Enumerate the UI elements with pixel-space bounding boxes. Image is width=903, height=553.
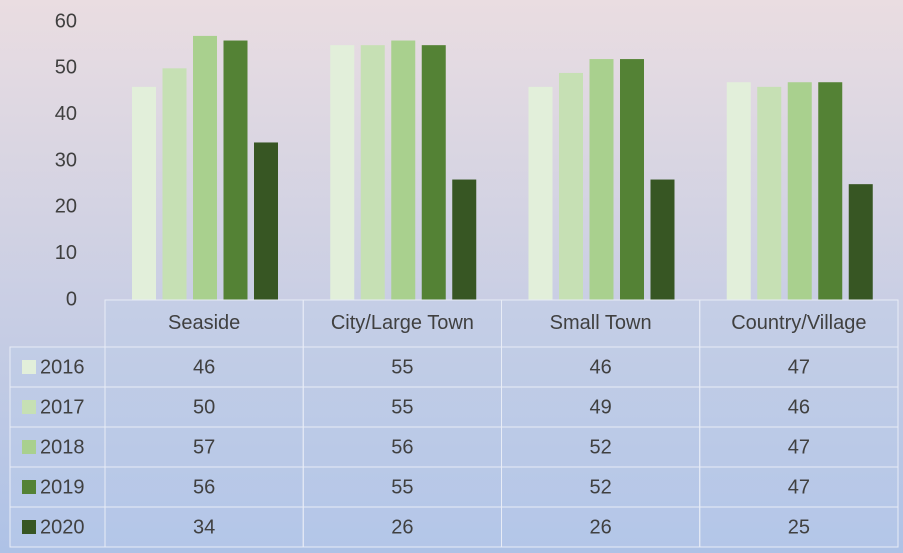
table-value: 52	[590, 476, 612, 498]
table-cell	[501, 426, 701, 468]
table-value: 52	[590, 436, 612, 458]
legend-key	[22, 520, 36, 534]
table-value: 26	[391, 516, 413, 538]
bar	[254, 142, 278, 300]
category-label: Country/Village	[731, 312, 866, 334]
table-cell	[501, 386, 701, 428]
table-cell	[302, 466, 502, 508]
table-value: 26	[590, 516, 612, 538]
y-tick-label: 30	[55, 149, 77, 171]
table-cell	[501, 346, 701, 388]
bar	[620, 59, 644, 300]
legend-label: 2020	[40, 516, 85, 538]
table-cell	[699, 346, 899, 388]
category-label: City/Large Town	[331, 312, 474, 334]
table-cell	[302, 346, 502, 388]
table-value: 46	[193, 356, 215, 378]
table-value: 25	[788, 516, 810, 538]
bar	[162, 68, 187, 300]
y-tick-label: 40	[55, 103, 77, 125]
table-header-cell	[302, 299, 502, 348]
bar	[223, 40, 248, 301]
table-header-cell	[501, 299, 701, 348]
bar	[818, 82, 843, 300]
bar	[559, 72, 583, 300]
bar	[589, 59, 614, 300]
legend-key	[22, 400, 36, 414]
legend-label: 2019	[40, 476, 85, 498]
legend-key	[22, 440, 36, 454]
table-cell	[699, 506, 899, 548]
table-value: 50	[193, 396, 215, 418]
bar	[757, 86, 782, 300]
category-label: Small Town	[550, 312, 652, 334]
y-tick-label: 50	[55, 57, 77, 79]
table-value: 55	[391, 356, 413, 378]
bar	[330, 45, 355, 300]
table-value: 56	[391, 436, 413, 458]
legend-label: 2017	[40, 396, 85, 418]
table-value: 47	[788, 436, 810, 458]
table-value: 56	[193, 476, 215, 498]
table-value: 47	[788, 356, 810, 378]
table-value: 55	[391, 476, 413, 498]
table-cell	[104, 506, 304, 548]
y-tick-label: 60	[55, 10, 77, 32]
table-cell	[699, 426, 899, 468]
bar	[452, 179, 477, 300]
table-cell	[501, 466, 701, 508]
y-tick-label: 20	[55, 196, 77, 218]
bar	[726, 82, 751, 300]
legend-key	[22, 480, 36, 494]
table-cell	[302, 426, 502, 468]
table-value: 55	[391, 396, 413, 418]
table-cell	[104, 426, 304, 468]
legend-key	[22, 360, 36, 374]
bar	[360, 45, 385, 300]
table-value: 46	[788, 396, 810, 418]
bar	[193, 35, 217, 301]
bar	[528, 86, 553, 300]
legend-label: 2018	[40, 436, 85, 458]
bar	[650, 179, 675, 300]
legend-label: 2016	[40, 356, 85, 378]
table-cell	[104, 466, 304, 508]
category-label: Seaside	[168, 312, 240, 334]
table-cell	[699, 386, 899, 428]
table-cell	[699, 466, 899, 508]
bar	[391, 40, 416, 301]
table-value: 47	[788, 476, 810, 498]
y-tick-label: 10	[55, 242, 77, 264]
table-cell	[302, 386, 502, 428]
table-value: 57	[193, 436, 215, 458]
bar	[848, 184, 873, 300]
table-value: 34	[193, 516, 215, 538]
table-header-cell	[104, 299, 304, 348]
y-tick-label: 0	[66, 288, 77, 310]
table-value: 49	[590, 396, 612, 418]
bar	[421, 45, 446, 300]
table-value: 46	[590, 356, 612, 378]
bar	[787, 82, 812, 300]
bar	[132, 86, 156, 300]
table-row-header	[9, 386, 106, 428]
